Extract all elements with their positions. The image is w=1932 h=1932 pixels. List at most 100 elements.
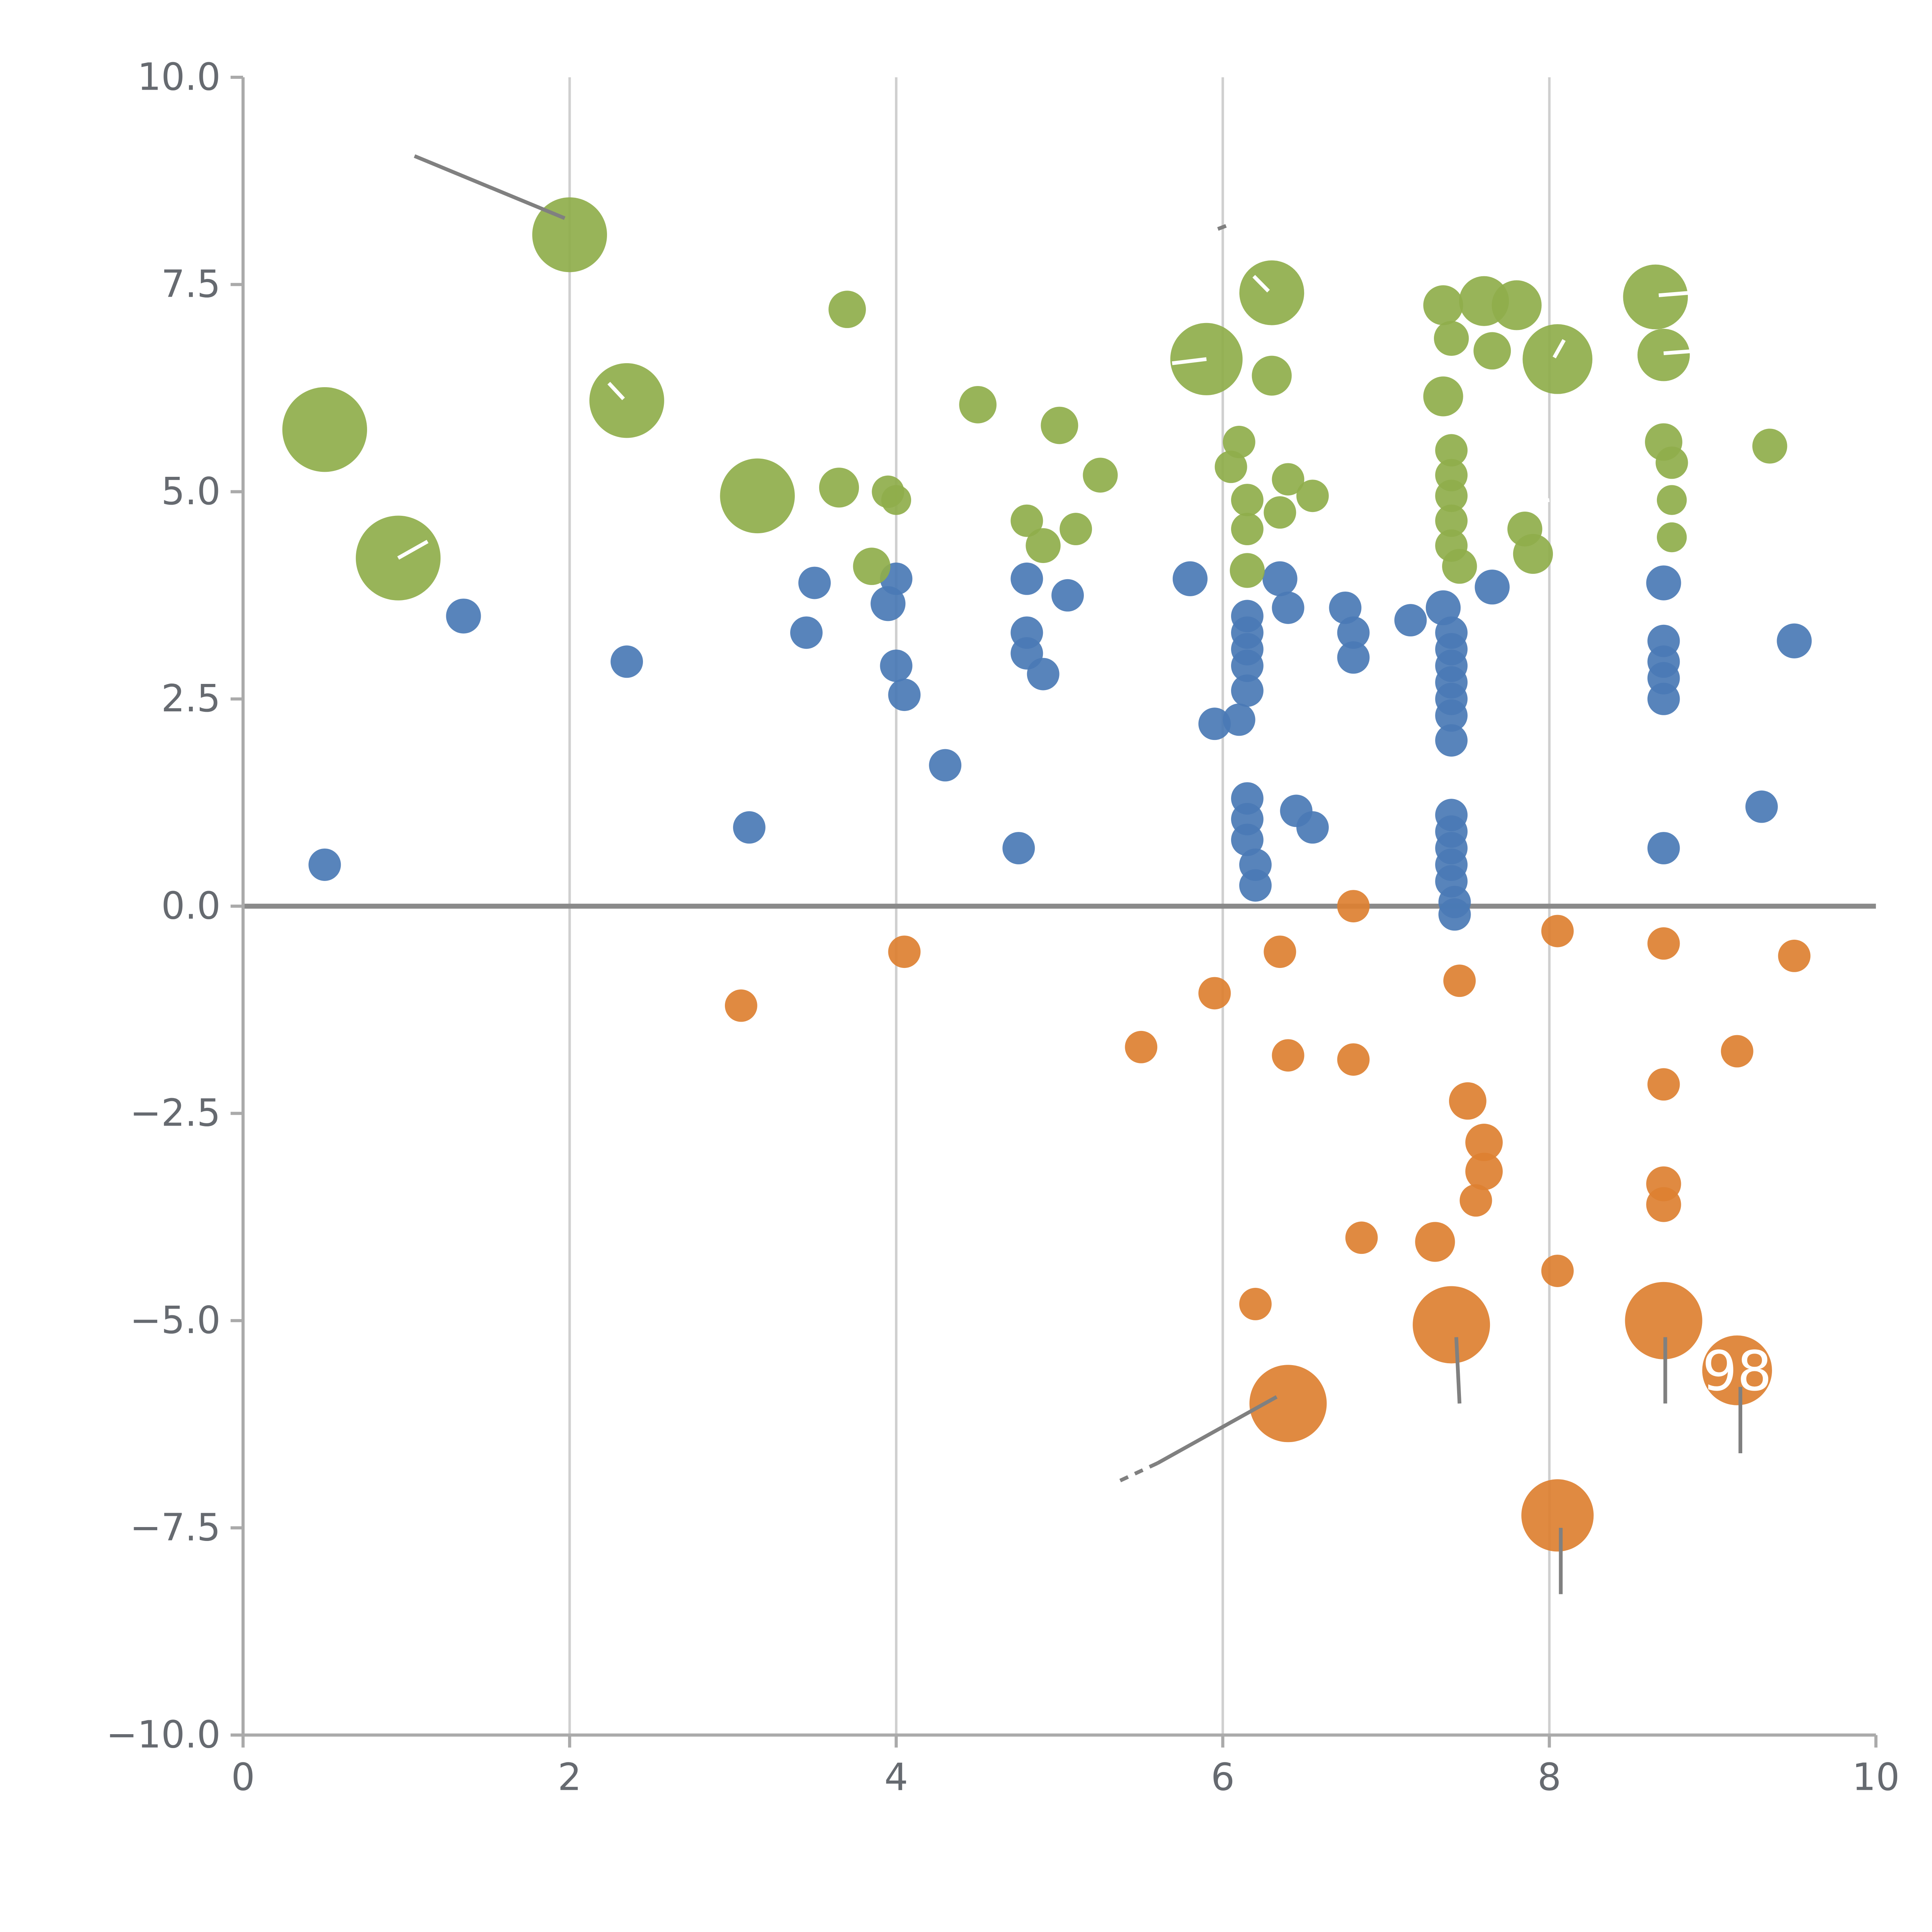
x-tick-label: 4	[884, 1755, 908, 1799]
orange-bubble	[724, 989, 757, 1022]
bubble-white-tick	[1658, 291, 1690, 298]
orange-bubble	[1249, 1365, 1327, 1442]
orange-bubble	[1272, 1039, 1304, 1072]
blue-bubble	[880, 650, 913, 682]
blue-bubble	[790, 616, 823, 649]
blue-bubble	[1438, 898, 1471, 931]
x-tick-label: 2	[558, 1755, 582, 1799]
bubble-white-tick	[397, 540, 429, 560]
green-bubble	[853, 548, 891, 585]
green-bubble	[1435, 504, 1468, 537]
orange-bubble	[888, 935, 921, 968]
green-bubble	[1434, 321, 1469, 356]
green-bubble	[1252, 355, 1292, 396]
orange-bubble	[1337, 1043, 1370, 1076]
blue-bubble	[1262, 561, 1298, 596]
green-bubble	[1170, 323, 1243, 395]
blue-bubble	[1435, 724, 1468, 757]
green-bubble	[282, 387, 367, 472]
x-tick-label: 0	[231, 1755, 255, 1799]
green-bubble	[1522, 324, 1593, 394]
y-tick-label: 10.0	[137, 55, 220, 99]
leader-line	[413, 154, 566, 220]
green-bubble	[1752, 429, 1787, 464]
label-layer: 98	[1702, 1340, 1772, 1403]
leader-line	[1217, 222, 1232, 231]
orange-bubble	[1702, 1335, 1772, 1405]
y-tick-label: 7.5	[161, 262, 221, 306]
y-tick-label: 0.0	[161, 884, 221, 927]
orange-bubble	[1647, 927, 1680, 960]
orange-bubble	[1778, 939, 1811, 972]
green-bubble	[1442, 549, 1477, 584]
y-tick-label: 5.0	[161, 469, 221, 513]
green-bubble	[589, 363, 664, 438]
x-tick-label: 6	[1211, 1755, 1235, 1799]
blue-bubble	[446, 599, 481, 634]
green-bubble	[1231, 513, 1264, 546]
orange-bubble	[1647, 1068, 1680, 1101]
y-tick-label: −2.5	[130, 1091, 221, 1135]
green-bubble	[1423, 376, 1463, 417]
orange-bubble	[1443, 964, 1476, 997]
bubble-layer	[282, 197, 1812, 1552]
green-bubble	[819, 468, 859, 508]
orange-bubble	[1337, 890, 1370, 923]
blue-bubble	[1435, 699, 1468, 732]
y-tick-label: 2.5	[161, 677, 221, 720]
blue-bubble	[1027, 658, 1060, 690]
orange-bubble	[1625, 1282, 1702, 1359]
green-bubble	[959, 386, 997, 423]
green-bubble	[881, 485, 912, 515]
bubble-white-tick	[1553, 339, 1566, 359]
y-tick-label: −10.0	[106, 1713, 221, 1757]
orange-bubble	[1413, 1286, 1490, 1364]
green-bubble	[1060, 513, 1092, 546]
green-bubble	[1026, 528, 1061, 563]
orange-bubble	[1264, 935, 1296, 968]
leader-line	[1156, 1395, 1278, 1465]
orange-bubble	[1415, 1222, 1455, 1262]
blue-bubble	[1051, 579, 1084, 612]
blue-bubble	[1475, 570, 1510, 605]
green-bubble	[1513, 534, 1553, 574]
green-bubble	[720, 458, 795, 534]
blue-bubble	[1337, 641, 1370, 674]
blue-bubble	[798, 566, 831, 599]
orange-bubble	[1521, 1479, 1594, 1552]
leader-line	[1116, 1461, 1158, 1484]
bubble-white-tick	[1537, 498, 1550, 504]
blue-bubble	[308, 848, 341, 881]
orange-bubble	[1541, 915, 1574, 947]
green-bubble	[1296, 480, 1329, 512]
green-bubble	[1041, 406, 1078, 444]
blue-bubble	[611, 645, 643, 678]
x-tick-label: 10	[1852, 1755, 1900, 1799]
green-bubble	[1435, 480, 1468, 512]
orange-bubble	[1345, 1221, 1378, 1254]
blue-bubble	[1329, 591, 1362, 624]
blue-bubble	[1745, 790, 1778, 823]
green-bubble	[1010, 504, 1043, 537]
blue-bubble	[888, 679, 921, 711]
blue-bubble	[1239, 869, 1272, 902]
blue-bubble	[1647, 682, 1680, 715]
green-bubble	[1423, 285, 1463, 325]
blue-bubble	[1647, 832, 1680, 864]
green-bubble	[1223, 425, 1255, 458]
orange-bubble	[1198, 977, 1231, 1010]
green-bubble	[1656, 522, 1687, 553]
green-bubble	[828, 291, 866, 328]
blue-bubble	[1272, 591, 1304, 624]
y-tick-label: −5.0	[130, 1298, 221, 1342]
blue-bubble	[1198, 707, 1231, 740]
blue-bubble	[1223, 703, 1255, 736]
y-tick-label: −7.5	[130, 1505, 221, 1549]
bubble-white-tick	[1172, 357, 1207, 365]
orange-bubble	[1459, 1184, 1492, 1217]
blue-bubble	[733, 811, 765, 844]
blue-bubble	[1010, 562, 1043, 595]
axis-layer: 0 2 4 6 8 10 10.0 7.5 5.0 2.5 0.0 −2.5 −5.0 −7.5 −10.0	[106, 55, 1900, 1799]
